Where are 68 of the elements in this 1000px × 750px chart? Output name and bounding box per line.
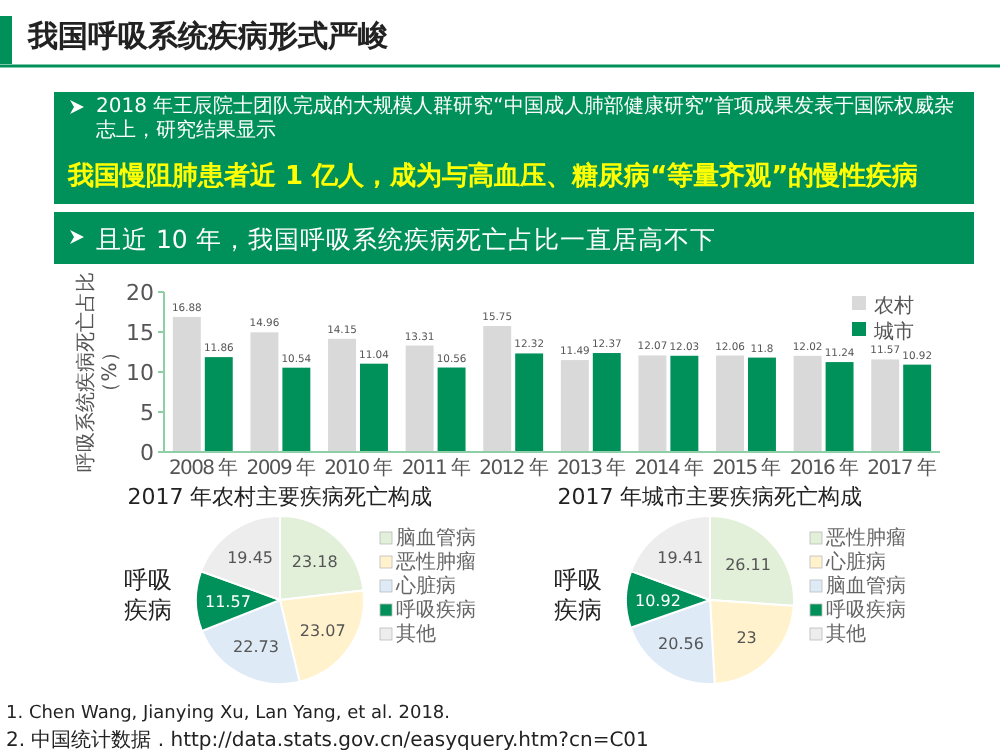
bar (328, 338, 356, 452)
x-tick-label: 2009 年 (246, 456, 316, 480)
data-label: 19.41 (657, 549, 704, 568)
text: 2018 年王辰院士团队完成的大规模人群研究“中国成人肺部健康研究”首项成果发表于国际权威杂志上，研究结果显示 (96, 96, 956, 144)
bar (282, 367, 311, 452)
bar (903, 364, 932, 452)
chart-title: 2017 年城市主要疾病死亡构成 (557, 484, 863, 510)
data-label: 11.57 (205, 592, 251, 611)
data-label: 22.73 (233, 638, 279, 657)
data-label: 10.92 (635, 591, 681, 610)
legend-label: 其他 (396, 622, 436, 646)
bar (793, 355, 822, 452)
bar (250, 332, 279, 452)
bar (560, 360, 589, 452)
bar (871, 359, 900, 452)
x-tick-label: 2010 年 (324, 456, 394, 480)
data-label: 23 (736, 629, 757, 648)
text: 我国呼吸系统疾病形式严峻 (28, 18, 388, 56)
text: 1. Chen Wang, Jianying Xu, Lan Yang, et al. 2018. (6, 704, 451, 724)
y-tick-label: 15 (126, 320, 154, 346)
legend-label: 农村 (874, 294, 914, 318)
x-tick-label: 2014 年 (634, 456, 704, 480)
x-tick-label: 2008 年 (168, 456, 239, 480)
legend-label: 其他 (826, 622, 866, 646)
legend-label: 呼吸疾病 (826, 598, 906, 622)
bar (483, 326, 512, 452)
legend-label: 恶性肿瘤 (824, 526, 906, 550)
bar (172, 316, 201, 452)
text: 我国慢阻肺患者近 1 亿人，成为与高血压、糖尿病“等量齐观”的慢性疾病 (68, 159, 919, 194)
legend-label: 呼吸疾病 (396, 598, 476, 622)
legend-label: 脑血管病 (826, 574, 906, 598)
y-tick-label: 0 (140, 440, 154, 466)
bar (360, 363, 388, 452)
data-label: 20.56 (658, 635, 704, 654)
x-tick-label: 2015 年 (712, 456, 782, 480)
bar (670, 355, 699, 452)
bar (515, 353, 544, 452)
bar (405, 345, 434, 452)
legend-label: 城市 (872, 320, 914, 344)
legend-label: 心脏病 (394, 574, 456, 598)
bar (204, 357, 233, 452)
y-axis-title: 呼吸系统疾病死亡占比（%） (74, 272, 122, 472)
x-tick-label: 2011 年 (401, 456, 472, 480)
x-tick-label: 2016 年 (789, 456, 860, 480)
legend-label: 心脏病 (824, 550, 886, 574)
bar (825, 362, 854, 452)
bar (638, 355, 667, 452)
y-tick-label: 20 (126, 280, 154, 306)
y-tick-label: 10 (126, 360, 154, 386)
text: 2. 中国统计数据 . http://data.stats.gov.cn/easyquery.htm?cn=C01 (6, 727, 649, 750)
bar (592, 353, 621, 452)
legend-label: 恶性肿瘤 (394, 550, 476, 574)
x-tick-label: 2013 年 (556, 456, 627, 480)
data-label: 23.18 (291, 553, 338, 572)
data-label: 19.45 (227, 549, 274, 568)
data-label: 23.07 (299, 621, 346, 640)
slice-label: 呼吸疾病 (124, 566, 172, 624)
x-tick-label: 2012 年 (479, 456, 549, 480)
y-tick-label: 5 (140, 400, 154, 426)
slice-label: 呼吸疾病 (554, 566, 602, 624)
chart-title: 且近 10 年，我国呼吸系统疾病死亡占比一直居高不下 (96, 224, 716, 254)
x-tick-label: 2017 年 (867, 456, 937, 480)
data-label: 26.11 (725, 556, 771, 575)
bar (748, 357, 776, 452)
chart-title: 2017 年农村主要疾病死亡构成 (127, 484, 433, 510)
legend-label: 脑血管病 (396, 526, 476, 550)
bar (716, 355, 744, 452)
bar (437, 367, 466, 452)
